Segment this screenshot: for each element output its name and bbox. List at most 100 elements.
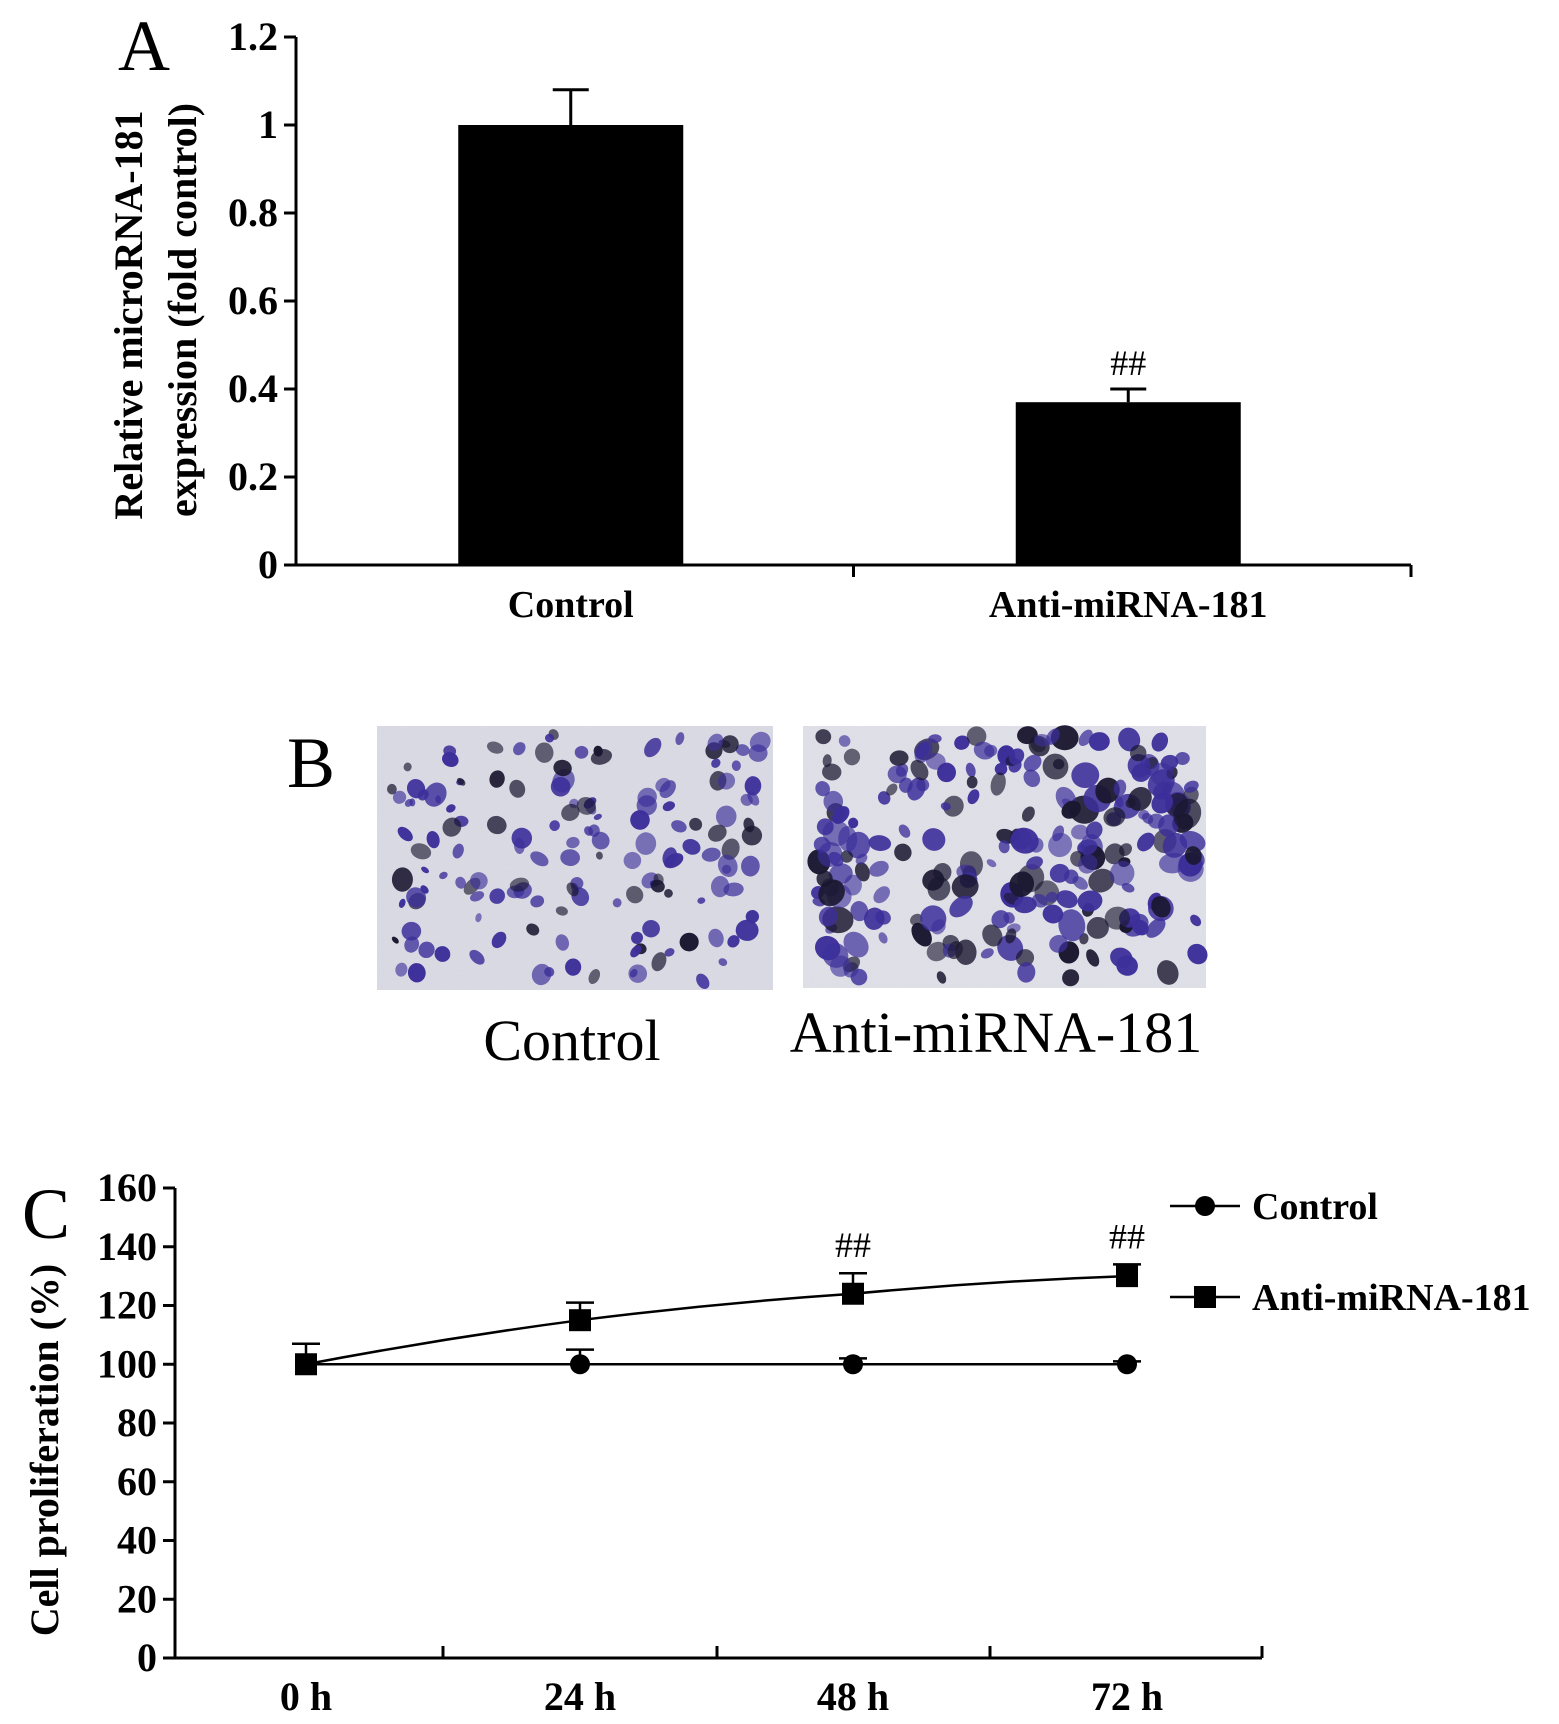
stained-cell bbox=[470, 872, 488, 890]
panel-a: A 0 0.2 0.4 0.6 0.8 1 1.2 Control ## Anti-miRNA-1… bbox=[106, 6, 1413, 626]
stained-cell bbox=[925, 752, 946, 770]
data-point-control bbox=[1117, 1354, 1137, 1375]
y-tick-label: 80 bbox=[117, 1400, 157, 1445]
stained-cell bbox=[530, 851, 549, 867]
stained-cell bbox=[550, 776, 571, 797]
x-tick-label: 24 h bbox=[544, 1674, 616, 1719]
micrograph-control-label: Control bbox=[483, 1008, 660, 1073]
y-tick-label: 0.2 bbox=[228, 454, 278, 499]
stained-cell bbox=[511, 827, 533, 849]
stained-cell bbox=[1187, 943, 1208, 965]
stained-cell bbox=[947, 941, 963, 960]
y-tick-label: 0.6 bbox=[228, 278, 278, 323]
stained-cell bbox=[591, 831, 610, 850]
stained-cell bbox=[489, 888, 505, 904]
stained-cell bbox=[1109, 860, 1135, 886]
stained-cell bbox=[626, 885, 644, 904]
stained-cell bbox=[1088, 732, 1110, 751]
stained-cell bbox=[391, 867, 413, 892]
y-axis-title-line1: Relative microRNA-181 bbox=[106, 110, 151, 519]
stained-cell bbox=[1062, 969, 1080, 987]
stained-cell bbox=[1046, 728, 1060, 745]
stained-cell bbox=[1017, 726, 1038, 745]
stained-cell bbox=[822, 763, 842, 781]
stained-cell bbox=[1009, 871, 1034, 897]
stained-cell bbox=[391, 936, 399, 944]
panel-c: C 0 20 40 60 80 100 120 140 160 0 h 24 h 48 h 72 h Ce… bbox=[22, 1165, 1531, 1719]
stained-cell bbox=[1078, 854, 1098, 874]
stained-cell bbox=[832, 806, 850, 824]
y-axis-title-line2: expression (fold control) bbox=[160, 103, 205, 517]
micrograph-anti-mirna-label: Anti-miRNA-181 bbox=[790, 1000, 1202, 1065]
stained-cell bbox=[403, 762, 412, 772]
stained-cell bbox=[612, 898, 622, 908]
y-tick-label: 100 bbox=[97, 1341, 157, 1386]
significance-marker: ## bbox=[835, 1225, 871, 1265]
stained-cell bbox=[940, 802, 951, 811]
stained-cell bbox=[1088, 868, 1115, 893]
stained-cell bbox=[628, 964, 648, 983]
y-tick-label: 160 bbox=[97, 1165, 157, 1210]
stained-cell bbox=[635, 832, 657, 855]
stained-cell bbox=[491, 931, 507, 949]
stained-cell bbox=[439, 871, 448, 880]
stained-cell bbox=[1049, 934, 1068, 953]
stained-cell bbox=[443, 745, 457, 757]
stained-cell bbox=[701, 847, 721, 862]
stained-cell bbox=[966, 726, 987, 747]
stained-cell bbox=[1151, 732, 1169, 752]
stained-cell bbox=[1173, 798, 1202, 830]
stained-cell bbox=[727, 935, 740, 948]
stained-cell bbox=[731, 760, 741, 771]
stained-cell bbox=[1077, 843, 1086, 854]
stained-cell bbox=[1116, 955, 1138, 976]
stained-cell bbox=[741, 855, 760, 877]
stained-cell bbox=[644, 737, 662, 758]
stained-cell bbox=[850, 901, 869, 922]
stained-cell bbox=[1015, 949, 1035, 967]
stained-cell bbox=[838, 735, 851, 747]
stained-cell bbox=[936, 971, 947, 984]
stained-cell bbox=[898, 824, 911, 838]
stained-cell bbox=[966, 775, 978, 789]
stained-cell bbox=[489, 770, 505, 788]
stained-cell bbox=[509, 877, 530, 892]
stained-cell bbox=[980, 948, 994, 959]
panel-a-labels: 0 0.2 0.4 0.6 0.8 1 1.2 Control ## Anti-miRNA-181… bbox=[106, 14, 1268, 626]
x-category-label: Anti-miRNA-181 bbox=[989, 584, 1268, 626]
stained-cell bbox=[855, 853, 868, 865]
stained-cell bbox=[910, 759, 929, 781]
stained-cell bbox=[840, 850, 853, 863]
data-point-control bbox=[843, 1354, 863, 1375]
panel-b: B Control Anti-miRNA-181 bbox=[287, 723, 1208, 1073]
stained-cell bbox=[553, 759, 572, 777]
stained-cell bbox=[407, 963, 426, 983]
stained-cell bbox=[1104, 906, 1130, 930]
stained-cell bbox=[1086, 949, 1100, 967]
panel-c-series bbox=[292, 1263, 1141, 1376]
stained-cell bbox=[1042, 904, 1064, 924]
stained-cell bbox=[426, 830, 440, 849]
stained-cell bbox=[421, 866, 429, 874]
stained-cell bbox=[735, 744, 750, 756]
stained-cell bbox=[424, 782, 447, 807]
stained-cell bbox=[928, 734, 942, 744]
stained-cell bbox=[595, 851, 603, 860]
stained-cell bbox=[1008, 748, 1025, 765]
stained-cell bbox=[642, 920, 660, 938]
stained-cell bbox=[545, 733, 555, 743]
stained-cell bbox=[875, 910, 891, 925]
stained-cell bbox=[475, 913, 482, 923]
stained-cell bbox=[555, 934, 570, 951]
stained-cell bbox=[386, 783, 397, 795]
significance-marker: ## bbox=[1110, 343, 1146, 383]
stained-cell bbox=[1183, 780, 1199, 793]
x-tick-label: 48 h bbox=[817, 1674, 889, 1719]
stained-cell bbox=[745, 909, 760, 924]
stained-cell bbox=[886, 783, 898, 796]
stained-cell bbox=[1064, 869, 1079, 884]
stained-cell bbox=[717, 772, 736, 790]
stained-cell bbox=[509, 779, 526, 798]
stained-cell bbox=[708, 928, 724, 948]
stained-cell bbox=[815, 729, 832, 745]
